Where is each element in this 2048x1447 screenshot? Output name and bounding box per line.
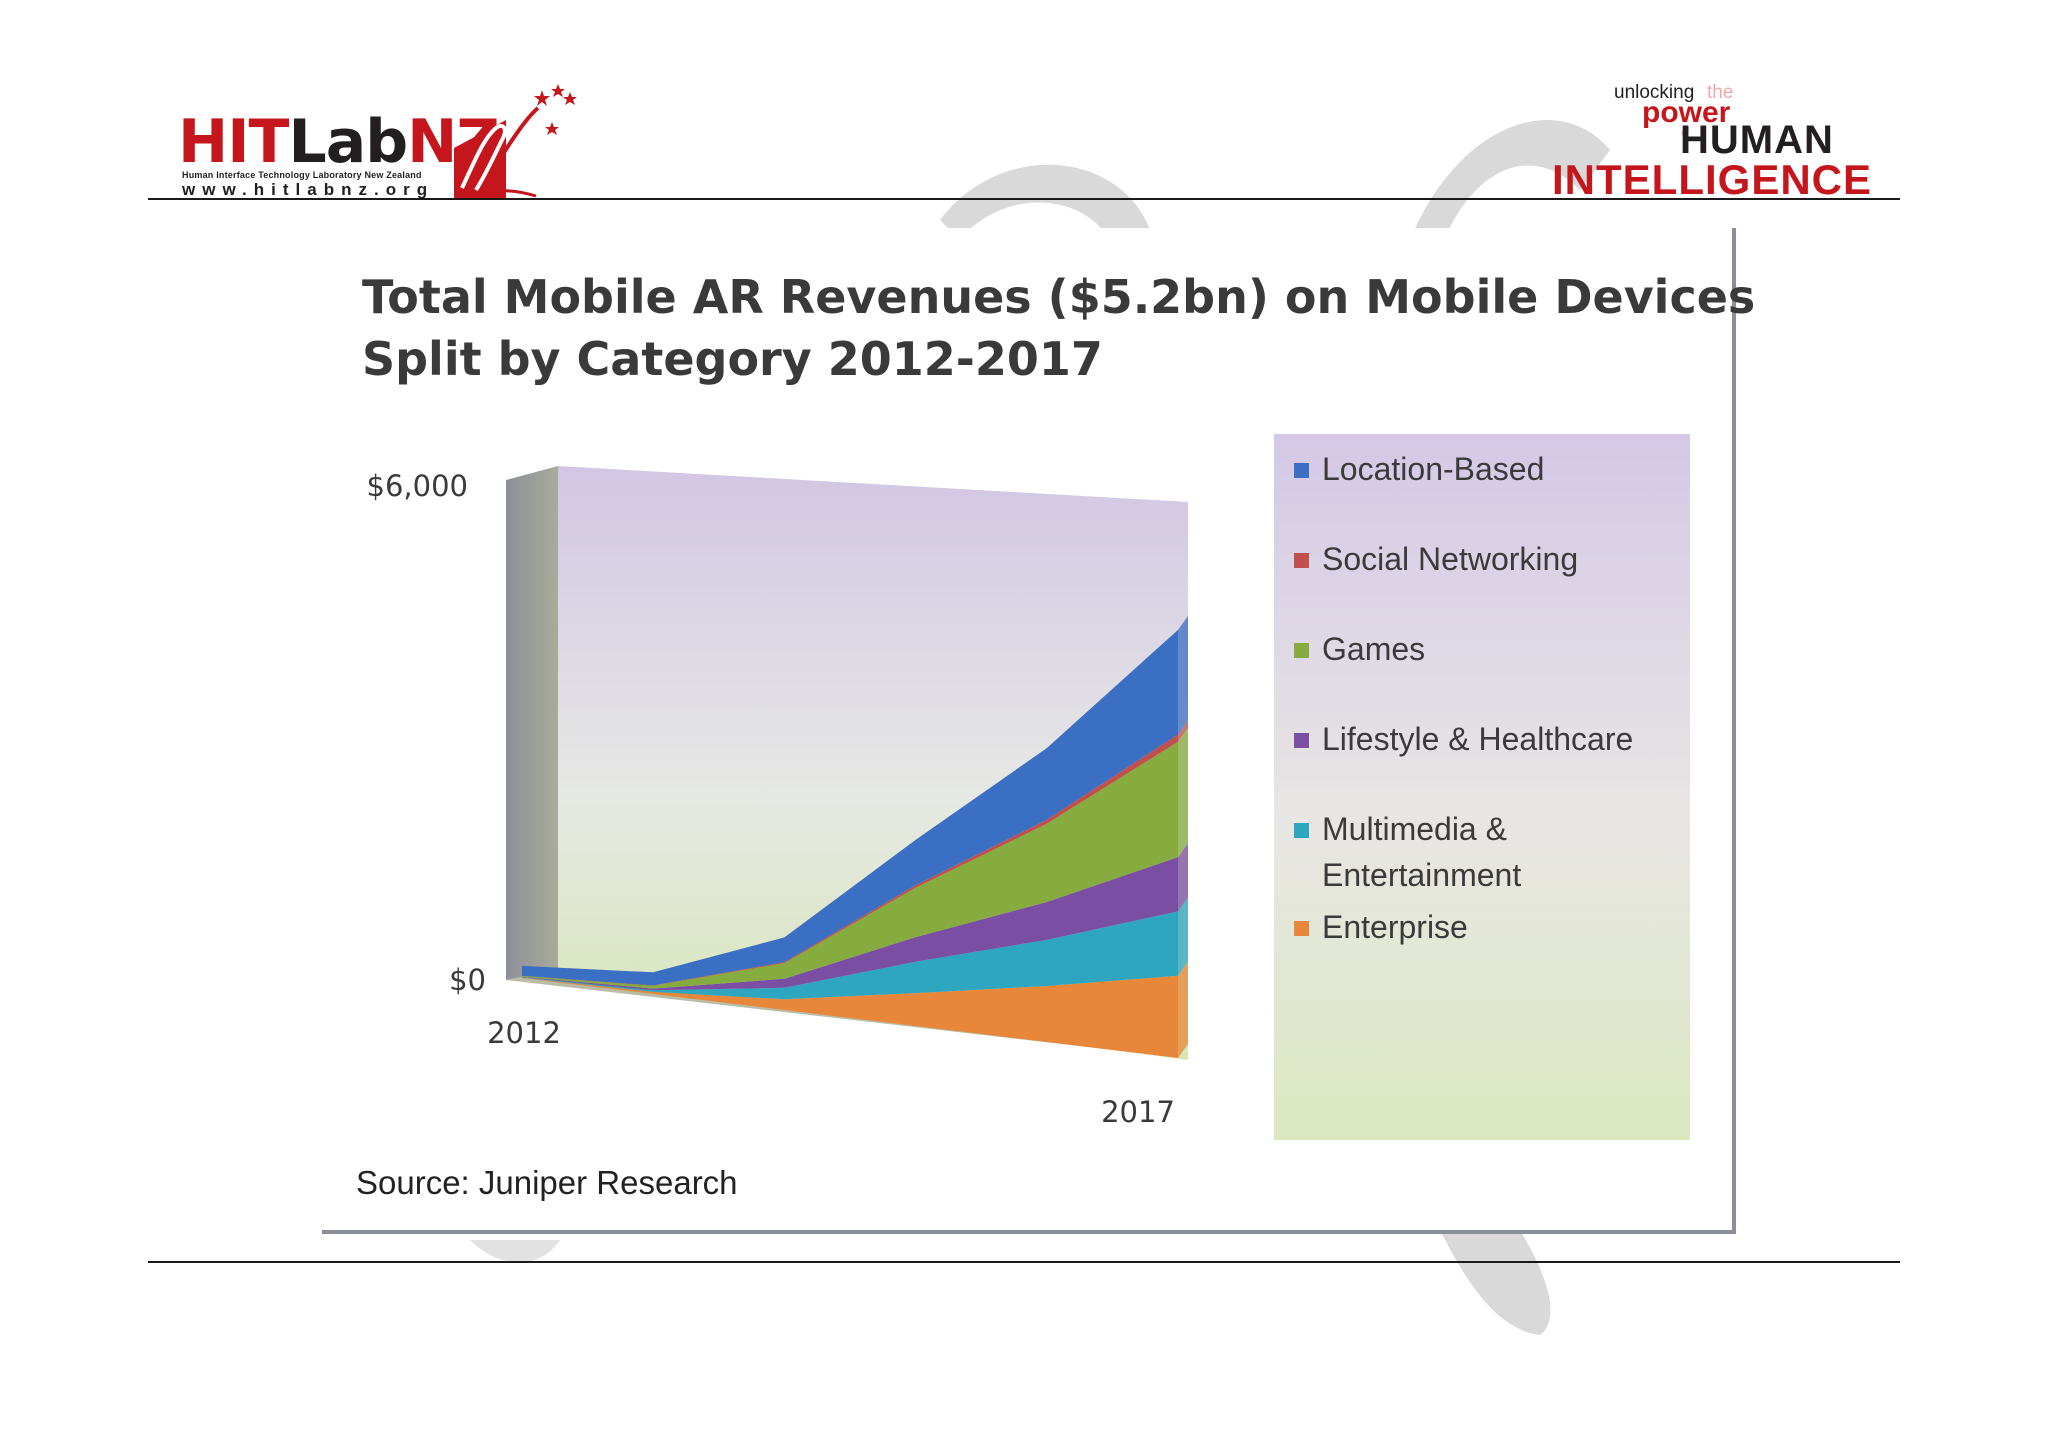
chart-panel: Total Mobile AR Revenues ($5.2bn) on Mob… <box>322 228 1756 1234</box>
legend-label: Lifestyle & Healthcare <box>1322 721 1634 757</box>
chart-side-wall <box>506 466 558 980</box>
legend-swatch <box>1294 643 1309 658</box>
legend-label: Games <box>1322 631 1426 667</box>
logo-subtitle: Human Interface Technology Laboratory Ne… <box>182 170 422 180</box>
tagline-intelligence: INTELLIGENCE <box>1552 156 1873 203</box>
tagline-power: power <box>1642 96 1731 129</box>
area-edge-5 <box>1178 615 1188 735</box>
tagline-the: the <box>1707 82 1734 103</box>
chart-title-line-1: Total Mobile AR Revenues ($5.2bn) on Mob… <box>362 270 1756 324</box>
logo-emblem-icon <box>454 84 577 198</box>
x-tick-start: 2012 <box>487 1016 561 1050</box>
footer-divider <box>148 1261 1900 1263</box>
area-games <box>522 741 1178 989</box>
legend-label: Multimedia & Entertainment <box>1322 811 1522 893</box>
area-multimedia-entertainment <box>522 911 1178 1000</box>
legend-swatch <box>1294 823 1309 838</box>
unlocking-human-intelligence-logo: unlocking the power of HUMAN INTELLIGENC… <box>1540 82 1900 203</box>
area-location-based <box>522 629 1178 986</box>
legend-label: Enterprise <box>1322 909 1468 945</box>
logo-url: www.hitlabnz.org <box>182 180 435 199</box>
area-chart-3d: $6,000 $0 2012 2017 <box>367 466 1188 1129</box>
area-edge-3 <box>1178 727 1188 858</box>
chart-legend: Location-Based Social Networking Games Life… <box>1274 434 1690 1140</box>
y-tick-bottom: $0 <box>449 963 486 997</box>
legend-swatch <box>1294 921 1309 936</box>
area-enterprise <box>522 975 1178 1058</box>
area-series-layer <box>522 615 1188 1058</box>
y-tick-top: $6,000 <box>367 469 468 503</box>
tagline-human: HUMAN <box>1680 118 1834 162</box>
legend-label: Location-Based <box>1322 451 1545 487</box>
area-edge-0 <box>1178 961 1188 1058</box>
legend-label: Social Networking <box>1322 541 1579 577</box>
chart-title-line-2: Split by Category 2012-2017 <box>362 332 1103 386</box>
header-divider <box>148 198 1900 200</box>
tagline-of: of <box>1681 128 1690 139</box>
area-edge-1 <box>1178 897 1188 976</box>
legend-swatch <box>1294 553 1309 568</box>
legend-swatch <box>1294 463 1309 478</box>
source-note: Source: Juniper Research <box>356 1164 738 1201</box>
hitlabnz-logo: HITLabNZ Human Interface Technology Labo… <box>178 78 598 200</box>
area-edge-2 <box>1178 843 1188 912</box>
area-edge-4 <box>1178 720 1188 742</box>
chart-title: Total Mobile AR Revenues ($5.2bn) on Mob… <box>362 266 1756 390</box>
tagline-unlocking: unlocking <box>1614 82 1695 103</box>
area-lifestyle-healthcare <box>522 857 1178 991</box>
legend-swatch <box>1294 733 1309 748</box>
x-tick-end: 2017 <box>1101 1095 1175 1129</box>
